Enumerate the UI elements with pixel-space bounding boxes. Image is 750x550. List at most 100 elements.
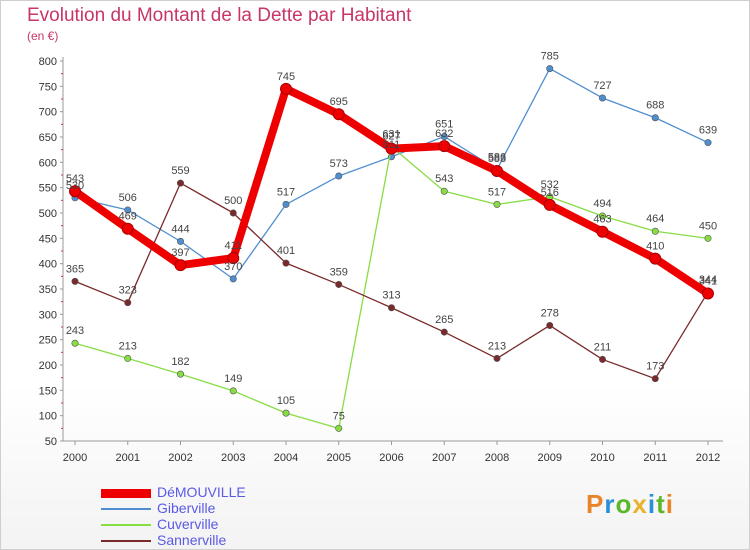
legend-item-giberville: Giberville [101,500,361,517]
logo-letter: i [647,489,657,519]
data-point-cuverville [493,200,501,208]
data-label-giberville: 688 [646,100,664,112]
y-tick-label: 500 [39,208,57,220]
data-label-cuverville: 75 [333,410,345,422]
logo-letter: P [586,489,605,519]
data-point-giberville [440,132,448,140]
data-label-démouville: 341 [699,276,717,288]
x-tick-label: 2001 [116,452,140,464]
data-label-giberville: 727 [593,80,611,92]
y-tick-label: 400 [39,259,57,271]
y-tick-label: 200 [39,360,57,372]
legend-item-démouville: DéMOUVILLE [101,484,361,501]
data-label-cuverville: 494 [593,198,611,210]
chart-legend: DéMOUVILLE Giberville Cuverville Sannervill… [101,484,361,549]
data-label-giberville: 530 [66,180,84,192]
data-point-sannerville [229,209,237,217]
x-tick-label: 2000 [63,452,87,464]
data-label-giberville: 370 [224,261,242,273]
y-tick-label: 650 [39,132,57,144]
data-label-giberville: 517 [277,186,295,198]
data-point-giberville [598,94,606,102]
y-tick-label: 750 [39,81,57,93]
data-point-démouville [332,108,345,121]
x-tick-label: 2005 [327,452,351,464]
chart-unit-label: (en €) [27,29,59,43]
data-point-démouville [280,82,292,95]
x-tick-label: 2011 [643,452,667,464]
legend-item-cuverville: Cuverville [101,516,361,533]
x-tick-label: 2010 [590,452,614,464]
y-tick-label: 700 [39,107,57,119]
data-label-sannerville: 401 [277,245,295,257]
x-tick-label: 2007 [432,452,456,464]
data-point-démouville [702,287,714,300]
data-label-démouville: 410 [646,241,664,253]
data-label-cuverville: 243 [66,325,84,337]
data-label-démouville: 463 [593,214,611,226]
legend-label: Sannerville [157,532,227,548]
series-layer [69,65,714,432]
data-point-démouville [174,259,187,272]
logo-letter: i [665,489,674,519]
data-label-cuverville: 464 [646,213,664,225]
data-point-cuverville [704,234,712,242]
y-tick-label: 350 [39,284,57,296]
data-label-cuverville: 631 [382,129,400,141]
legend-item-sannerville: Sannerville [101,532,361,549]
legend-swatch [101,488,151,498]
y-tick-label: 550 [39,183,57,195]
chart-axes: 50 100 150 200 250 300 350 400 450 500 550 600 650 70… [39,56,723,464]
data-point-sannerville [71,277,79,285]
legend-swatch [101,508,151,510]
data-point-démouville [596,225,609,238]
data-point-sannerville [440,328,448,336]
data-label-cuverville: 532 [541,179,559,191]
series-line-démouville [71,84,712,298]
data-point-sannerville [387,304,395,312]
x-tick-label: 2003 [221,452,245,464]
data-label-sannerville: 213 [488,340,506,352]
data-label-cuverville: 105 [277,395,295,407]
data-label-démouville: 469 [119,211,137,223]
data-point-giberville [229,275,237,283]
data-point-cuverville [598,212,606,220]
legend-label: Giberville [157,500,216,516]
y-tick-label: 150 [39,385,57,397]
data-label-cuverville: 149 [224,373,242,385]
legend-swatch [101,540,151,542]
data-point-giberville [546,65,554,73]
data-label-démouville: 516 [541,187,559,199]
data-label-sannerville: 323 [119,285,137,297]
data-point-giberville [124,206,132,214]
x-tick-label: 2006 [379,452,403,464]
data-point-sannerville [177,179,185,187]
data-label-sannerville: 500 [224,195,242,207]
x-tick-label: 2012 [696,452,720,464]
chart-title: Evolution du Montant de la Dette par Hab… [27,5,412,26]
data-point-démouville [438,140,451,153]
data-point-sannerville [335,280,343,288]
data-label-démouville: 543 [66,173,84,185]
data-label-démouville: 583 [488,153,506,165]
y-tick-label: 450 [39,233,57,245]
data-point-cuverville [229,387,237,395]
data-label-giberville: 611 [383,139,401,151]
data-label-sannerville: 211 [594,341,612,353]
legend-label: DéMOUVILLE [157,484,246,500]
data-label-sannerville: 559 [171,165,189,177]
data-point-sannerville [598,355,606,363]
data-point-démouville [543,198,556,211]
legend-swatch [101,524,151,526]
y-tick-label: 600 [39,157,57,169]
data-label-démouville: 695 [330,96,348,108]
logo-letter: o [615,489,633,519]
data-point-démouville [121,222,134,235]
data-point-démouville [491,164,503,177]
data-label-giberville: 506 [119,192,137,204]
data-point-giberville [282,200,290,208]
series-line-sannerville [74,182,709,380]
data-label-cuverville: 543 [435,173,453,185]
